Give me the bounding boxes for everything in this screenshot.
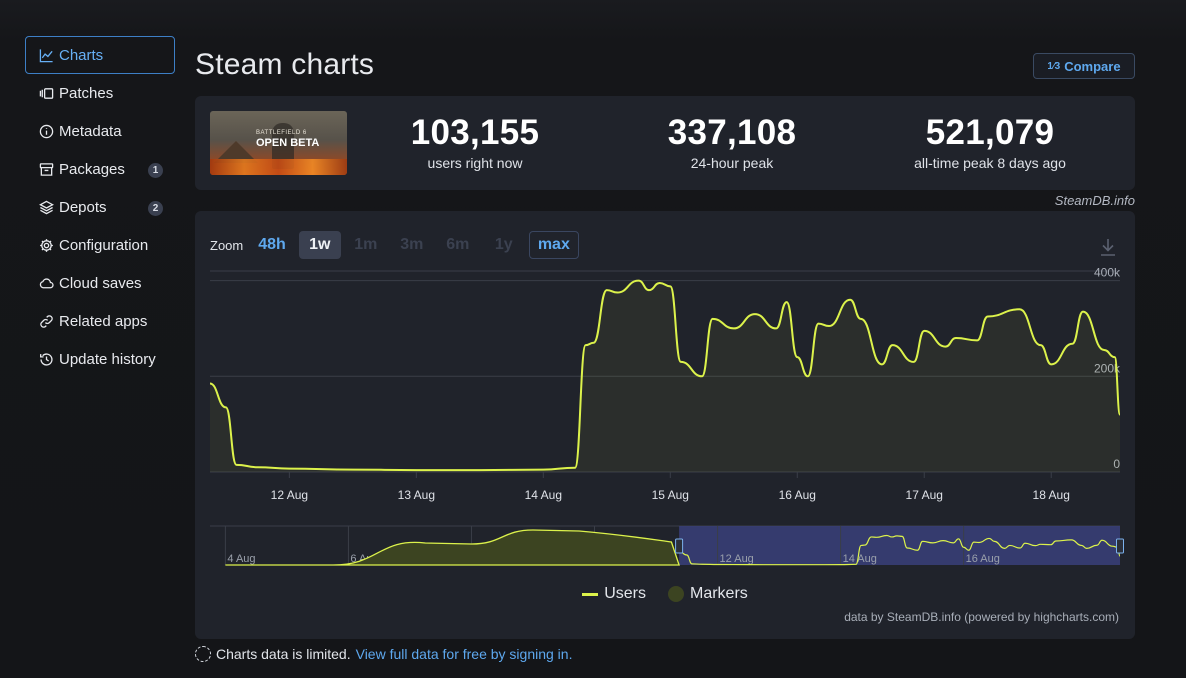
sidebar-item-label: Metadata — [59, 122, 122, 140]
game-thumbnail[interactable]: BATTLEFIELD 6 OPEN BETA — [210, 111, 347, 175]
sidebar-item-label: Patches — [59, 84, 114, 102]
download-icon[interactable] — [1099, 237, 1117, 257]
sidebar-item-label: Update history — [59, 350, 156, 368]
chart-legend: Users Markers — [195, 585, 1135, 603]
x-tick-label: 16 Aug — [779, 488, 816, 502]
navigator-tick-label: 12 Aug — [720, 553, 754, 565]
player-stats-panel: BATTLEFIELD 6 OPEN BETA 103,155 users ri… — [195, 96, 1135, 190]
legend-label: Markers — [690, 585, 748, 602]
limited-data-notice: Charts data is limited. View full data f… — [195, 646, 572, 662]
stat-current-users: 103,155 users right now — [395, 113, 555, 172]
navigator-line — [679, 534, 1121, 566]
notice-text: Charts data is limited. — [216, 646, 351, 662]
x-tick-label: 15 Aug — [652, 488, 689, 502]
sidebar-item-label: Charts — [59, 46, 104, 64]
legend-item-markers[interactable]: Markers — [668, 585, 748, 603]
legend-dot-swatch — [668, 586, 684, 602]
y-tick-label: 200k — [1094, 361, 1121, 375]
line-chart-icon — [38, 47, 54, 63]
sign-in-link[interactable]: View full data for free by signing in. — [355, 646, 573, 662]
thumbnail-pyramid — [214, 141, 258, 163]
zoom-1w-button[interactable]: 1w — [298, 231, 341, 259]
navigator-tick-label: 16 Aug — [966, 553, 1000, 565]
patches-icon — [38, 85, 54, 101]
x-tick-label: 12 Aug — [271, 488, 308, 502]
link-icon — [38, 313, 54, 329]
y-tick-label: 400k — [1094, 266, 1121, 280]
x-tick-label: 18 Aug — [1033, 488, 1070, 502]
sidebar-item-update-history[interactable]: Update history — [25, 340, 175, 378]
packages-count-badge: 1 — [148, 163, 163, 178]
zoom-label: Zoom — [210, 237, 244, 253]
cloud-icon — [38, 275, 54, 291]
navigator-right-handle — [1116, 538, 1124, 554]
sidebar-item-related-apps[interactable]: Related apps — [25, 302, 175, 340]
info-icon — [38, 123, 54, 139]
navigator-selection — [679, 526, 1120, 565]
sidebar-item-metadata[interactable]: Metadata — [25, 112, 175, 150]
page-title: Steam charts — [195, 48, 375, 81]
x-tick-label: 17 Aug — [906, 488, 943, 502]
sidebar-item-label: Packages — [59, 160, 125, 178]
gear-icon — [38, 237, 54, 253]
archive-icon — [38, 161, 54, 177]
sidebar-item-label: Cloud saves — [59, 274, 142, 292]
zoom-1m-button[interactable]: 1m — [354, 236, 378, 253]
y-tick-label: 0 — [1113, 457, 1120, 471]
stat-value: 337,108 — [667, 113, 797, 152]
legend-item-users[interactable]: Users — [582, 585, 646, 603]
stat-all-time-peak: 521,079 all-time peak 8 days ago — [895, 113, 1085, 172]
compare-button[interactable]: 1⁄3 Compare — [1033, 53, 1135, 79]
series-line-users — [209, 279, 1121, 472]
thumbnail-subtitle: OPEN BETA — [256, 137, 320, 149]
sidebar-item-cloud-saves[interactable]: Cloud saves — [25, 264, 175, 302]
depots-count-badge: 2 — [148, 201, 163, 216]
stat-value: 521,079 — [925, 113, 1055, 152]
sidebar-item-depots[interactable]: Depots 2 — [25, 188, 175, 226]
sidebar-item-charts[interactable]: Charts — [25, 36, 175, 74]
navigator-markers-area — [225, 529, 681, 566]
legend-line-swatch — [582, 592, 599, 596]
sidebar-item-label: Configuration — [59, 236, 149, 254]
navigator-left-handle — [675, 538, 684, 554]
thumbnail-title: BATTLEFIELD 6 — [256, 130, 307, 136]
sidebar-item-label: Depots — [59, 198, 107, 216]
zoom-6m-button[interactable]: 6m — [446, 236, 470, 253]
sidebar: Charts Patches Metadata Packages 1 Depot… — [25, 36, 175, 378]
series-area-users — [210, 280, 1120, 472]
layers-icon — [38, 199, 54, 215]
sidebar-item-patches[interactable]: Patches — [25, 74, 175, 112]
fraction-icon: 1⁄3 — [1047, 60, 1061, 72]
history-icon — [38, 351, 54, 367]
zoom-max-button[interactable]: max — [528, 231, 579, 259]
loading-spinner-icon — [195, 646, 211, 662]
steamdb-watermark: SteamDB.info — [1054, 193, 1135, 208]
x-tick-label: 14 Aug — [525, 488, 562, 502]
compare-label: Compare — [1064, 58, 1121, 74]
thumbnail-fire — [210, 159, 347, 175]
stat-label: users right now — [427, 155, 523, 171]
chart-panel: Zoom 48h 1w 1m 3m 6m 1y max 0 200k 400k 12 … — [195, 211, 1135, 639]
navigator-tick-label: 4 Aug — [227, 553, 255, 565]
x-tick-label: 13 Aug — [398, 488, 435, 502]
stat-label: all-time peak 8 days ago — [914, 155, 1066, 171]
navigator-tick-label: 14 Aug — [843, 553, 877, 565]
stat-value: 103,155 — [410, 113, 540, 152]
stat-24h-peak: 337,108 24-hour peak — [652, 113, 812, 172]
zoom-1y-button[interactable]: 1y — [494, 236, 513, 253]
zoom-3m-button[interactable]: 3m — [400, 236, 424, 253]
chart-credits[interactable]: data by SteamDB.info (powered by highcha… — [844, 610, 1119, 624]
thumbnail-soldier — [272, 123, 294, 169]
sidebar-item-packages[interactable]: Packages 1 — [25, 150, 175, 188]
sidebar-item-label: Related apps — [59, 312, 148, 330]
legend-label: Users — [604, 585, 646, 602]
sidebar-item-configuration[interactable]: Configuration — [25, 226, 175, 264]
stat-label: 24-hour peak — [690, 155, 774, 171]
zoom-48h-button[interactable]: 48h — [258, 236, 286, 253]
player-count-chart[interactable]: 0 200k 400k 12 Aug 13 Aug 14 Aug 15 Aug 16 Aug 1… — [195, 211, 1135, 581]
zoom-controls: Zoom 48h 1w 1m 3m 6m 1y max — [210, 231, 583, 259]
